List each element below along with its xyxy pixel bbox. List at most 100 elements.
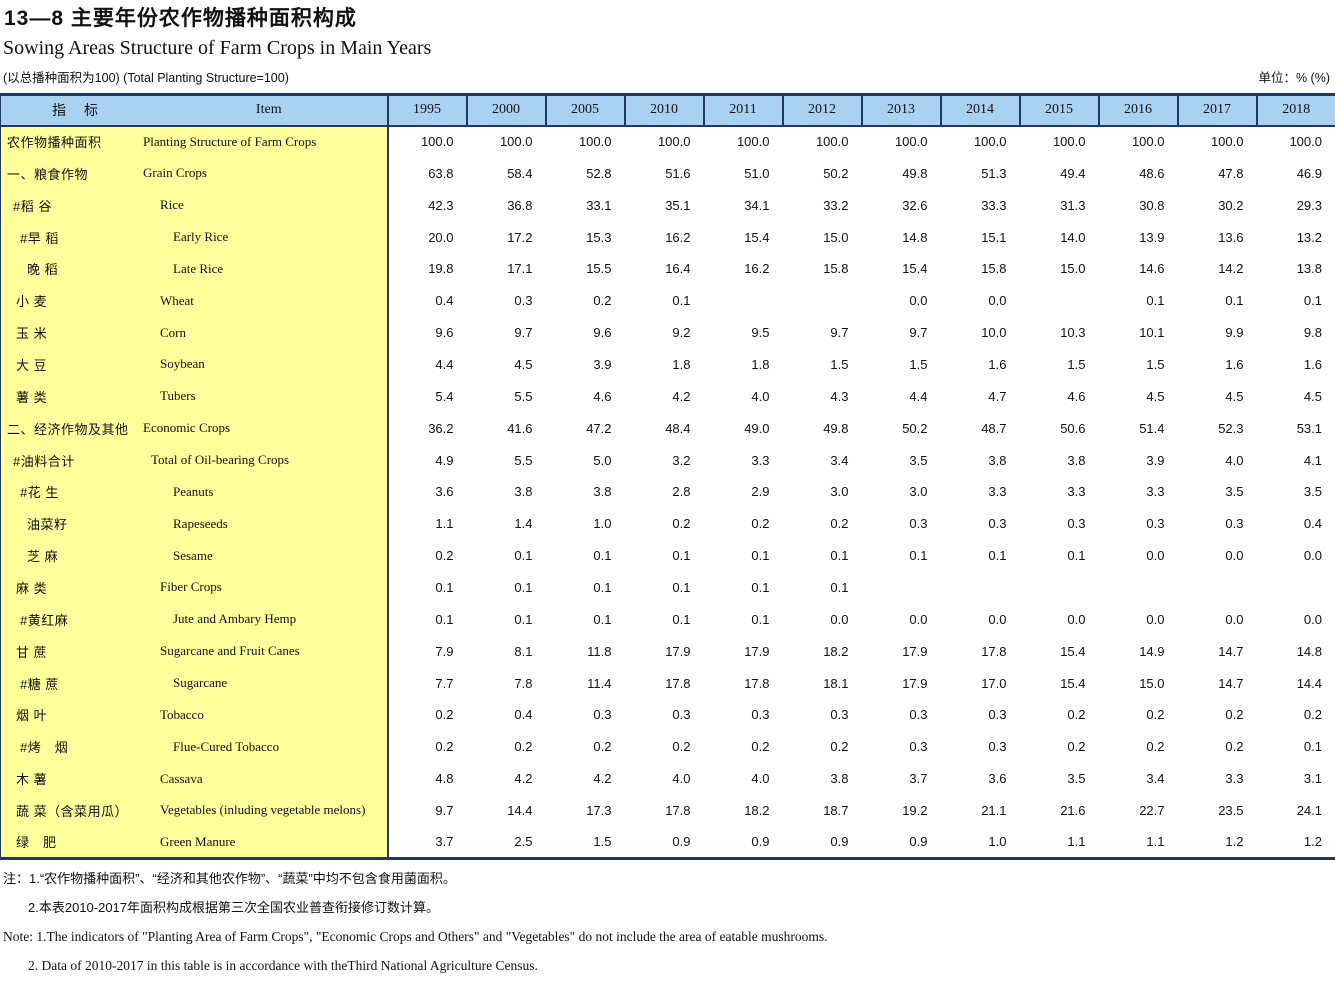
value-cell: 17.8 — [703, 667, 783, 699]
value-cell: 4.2 — [624, 380, 704, 413]
value-cell: 13.9 — [1098, 221, 1178, 253]
value-cell: 17.9 — [861, 635, 941, 668]
value-cell: 32.6 — [861, 189, 941, 222]
indicator-en: Green Manure — [160, 833, 236, 849]
table-row: #早 稻 Early Rice 20.0 17.2 15.3 16.2 15.4 15.0… — [0, 221, 1335, 253]
indicator-cell: 一、粮食作物 Grain Crops — [0, 157, 389, 190]
value-cell: 1.4 — [466, 507, 546, 540]
year-header: 2000 — [465, 94, 546, 127]
table-row: 甘 蔗 Sugarcane and Fruit Canes 7.9 8.1 11.8… — [0, 635, 1335, 668]
value-cell: 14.4 — [466, 794, 546, 827]
indicator-cell: 油菜籽 Rapeseeds — [0, 507, 389, 540]
value-cell: 15.1 — [940, 221, 1020, 253]
value-cell: 16.2 — [703, 252, 783, 285]
value-cell: 0.2 — [1177, 730, 1257, 763]
value-cell: 1.5 — [782, 348, 862, 381]
value-cell: 100.0 — [1019, 125, 1099, 158]
value-cell: 3.5 — [1019, 762, 1099, 795]
indicator-cell: #早 稻 Early Rice — [0, 221, 389, 253]
value-cell: 1.8 — [624, 348, 704, 381]
value-cell: 14.9 — [1098, 635, 1178, 668]
indicator-cn: 晚 稻 — [27, 262, 59, 278]
value-cell: 0.4 — [387, 284, 467, 317]
indicator-en: Economic Crops — [143, 420, 231, 436]
value-cell: 4.0 — [624, 762, 704, 795]
indicator-cn: 大 豆 — [16, 357, 48, 373]
value-cell: 14.6 — [1098, 252, 1178, 285]
value-cell: 5.5 — [466, 380, 546, 413]
value-cell: 17.8 — [624, 794, 704, 827]
value-cell: 3.2 — [624, 444, 704, 476]
value-cell: 58.4 — [466, 157, 546, 190]
value-cell: 46.9 — [1256, 157, 1335, 190]
value-cell: 33.1 — [545, 189, 625, 222]
value-cell: 30.2 — [1177, 189, 1257, 222]
value-cell: 18.2 — [703, 794, 783, 827]
value-cell: 15.4 — [1019, 635, 1099, 668]
value-cell: 4.0 — [1177, 444, 1257, 476]
value-cell: 1.5 — [1019, 348, 1099, 381]
value-cell: 17.0 — [940, 667, 1020, 699]
unit-label: 单位：% (%) — [1258, 71, 1330, 85]
indicator-cn: 油菜籽 — [27, 517, 68, 533]
table-row: #花 生 Peanuts 3.6 3.8 3.8 2.8 2.9 3.0 3.0 3.3 3.3… — [0, 475, 1335, 508]
indicator-header-cn: 指 标 — [52, 102, 100, 119]
value-cell: 50.2 — [782, 157, 862, 190]
value-cell — [1019, 571, 1099, 604]
indicator-cell: #稻 谷 Rice — [0, 189, 389, 222]
indicator-cell: 麻 类 Fiber Crops — [0, 571, 389, 604]
value-cell: 52.3 — [1177, 412, 1257, 445]
table-header: 指 标 Item 1995 2000 2005 2010 2011 2012 2… — [0, 94, 1335, 127]
value-cell: 0.0 — [1098, 603, 1178, 636]
value-cell: 49.0 — [703, 412, 783, 445]
value-cell: 0.0 — [940, 284, 1020, 317]
indicator-cn: #糖 蔗 — [20, 676, 59, 692]
value-cell: 3.6 — [940, 762, 1020, 795]
value-cell: 2.9 — [703, 475, 783, 508]
value-cell: 15.8 — [782, 252, 862, 285]
indicator-en: Sugarcane — [173, 675, 228, 691]
value-cell: 48.7 — [940, 412, 1020, 445]
value-cell: 3.6 — [387, 475, 467, 508]
value-cell: 100.0 — [782, 125, 862, 158]
table-row: #糖 蔗 Sugarcane 7.7 7.8 11.4 17.8 17.8 18.1 17.… — [0, 667, 1335, 699]
value-cell: 0.1 — [545, 603, 625, 636]
value-cell: 7.9 — [387, 635, 467, 668]
table-row: 农作物播种面积 Planting Structure of Farm Crops… — [0, 125, 1335, 158]
value-cell: 100.0 — [545, 125, 625, 158]
indicator-en: Planting Structure of Farm Crops — [143, 133, 317, 149]
value-cell: 0.1 — [1256, 730, 1335, 763]
value-cell: 0.1 — [466, 603, 546, 636]
value-cell: 16.4 — [624, 252, 704, 285]
value-cell: 100.0 — [861, 125, 941, 158]
value-cell: 4.2 — [545, 762, 625, 795]
indicator-cn: 木 薯 — [16, 772, 48, 788]
value-cell: 0.1 — [466, 571, 546, 604]
value-cell: 41.6 — [466, 412, 546, 445]
value-cell: 21.1 — [940, 794, 1020, 827]
value-cell: 17.1 — [466, 252, 546, 285]
indicator-cn: 蔬 菜（含菜用瓜） — [16, 803, 129, 819]
value-cell — [1177, 571, 1257, 604]
value-cell: 0.3 — [703, 698, 783, 731]
value-cell: 0.1 — [703, 603, 783, 636]
value-cell: 3.3 — [1019, 475, 1099, 508]
value-cell: 14.7 — [1177, 667, 1257, 699]
value-cell: 4.2 — [466, 762, 546, 795]
value-cell: 0.3 — [624, 698, 704, 731]
year-header: 2012 — [781, 94, 862, 127]
indicator-cell: 农作物播种面积 Planting Structure of Farm Crops — [0, 125, 389, 158]
value-cell: 14.0 — [1019, 221, 1099, 253]
value-cell: 15.0 — [1019, 252, 1099, 285]
value-cell: 100.0 — [1177, 125, 1257, 158]
value-cell: 9.7 — [861, 316, 941, 349]
value-cell: 24.1 — [1256, 794, 1335, 827]
indicator-cn: 麻 类 — [16, 580, 48, 596]
value-cell: 0.3 — [545, 698, 625, 731]
value-cell: 0.1 — [782, 539, 862, 572]
value-cell: 4.5 — [1256, 380, 1335, 413]
value-cell — [703, 284, 783, 317]
value-cell: 0.1 — [703, 539, 783, 572]
value-cell: 0.3 — [940, 698, 1020, 731]
indicator-cn: #烤 烟 — [20, 740, 69, 756]
